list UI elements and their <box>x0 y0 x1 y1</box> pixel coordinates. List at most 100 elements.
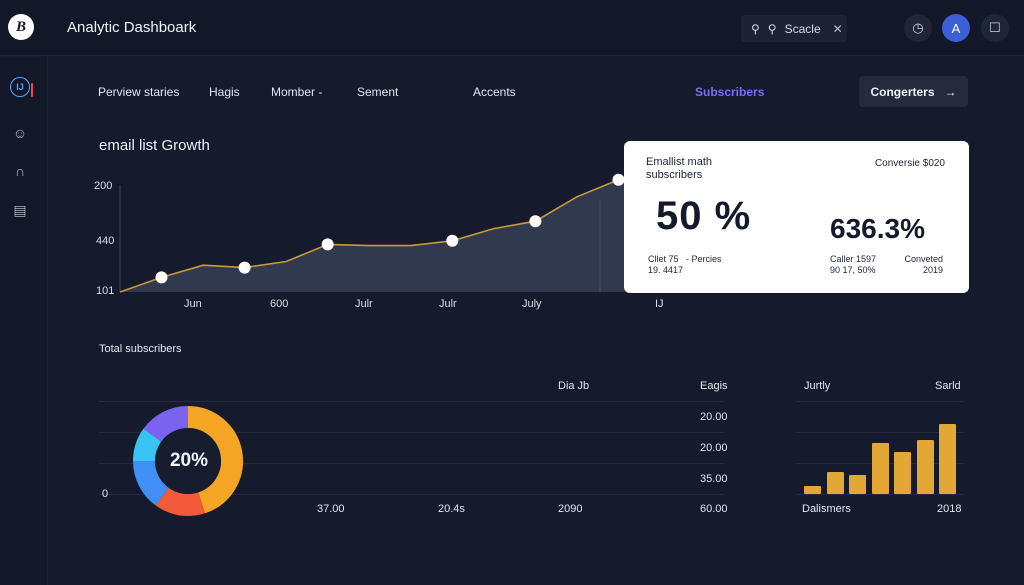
clipboard-icon: ☐ <box>989 20 1001 35</box>
row-value: 20.00 <box>700 442 728 454</box>
grid-line <box>99 401 724 402</box>
data-point-marker[interactable] <box>612 173 625 186</box>
donut-segment <box>155 487 205 516</box>
clipboard-icon[interactable]: ▤ <box>13 201 27 218</box>
data-point-marker[interactable] <box>529 215 542 228</box>
bar-chart-label: Sarld <box>935 380 961 392</box>
timer-button[interactable]: ◷ <box>904 14 932 42</box>
x-tick: 600 <box>270 298 289 310</box>
nav-overview[interactable]: Perview staries <box>98 85 180 99</box>
column-header: Dia Jb <box>558 380 590 392</box>
building-icon[interactable]: ∩ <box>14 163 26 179</box>
donut-segment <box>133 428 162 462</box>
nav-subscribers[interactable]: Subscribers <box>695 85 765 99</box>
sidebar: IJ ☺ ∩ ▤ <box>0 57 48 585</box>
donut-hole <box>155 428 221 494</box>
app-logo[interactable]: B <box>8 14 34 40</box>
card-stat-1: Cllet 75 - Percies 19. 4417 <box>648 254 722 276</box>
bar-chart-label: Dalismers <box>802 503 851 515</box>
growth-area <box>120 170 660 292</box>
data-point-marker[interactable] <box>446 234 459 247</box>
converters-label: Congerters <box>870 84 935 99</box>
donut-segment <box>143 406 189 443</box>
card-title-line1: Emallist math <box>646 156 713 168</box>
data-point-marker[interactable] <box>238 261 251 274</box>
x-tick: Julr <box>355 298 373 310</box>
row-value: 35.00 <box>700 473 728 485</box>
card-stat-3: Conveted 2019 <box>904 254 943 276</box>
donut-segment <box>133 460 170 506</box>
top-bar: B Analytic Dashboark ⚲ ⚲ Scacle ✕ ◷ A ☐ <box>0 0 1024 56</box>
growth-title: email list Growth <box>99 137 210 154</box>
bottom-value: 60.00 <box>700 503 728 515</box>
card-title: Emallist math subscribers <box>646 156 712 182</box>
x-tick: July <box>522 298 542 310</box>
grid-line <box>796 401 964 402</box>
bottom-value: 37.00 <box>317 503 345 515</box>
avatar[interactable]: A <box>942 14 970 42</box>
bottom-value: 20.4s <box>438 503 465 515</box>
card-stat-2-line2: 90 17, 50% <box>830 265 876 275</box>
data-point-marker[interactable] <box>155 271 168 284</box>
bar <box>826 472 844 494</box>
card-stat-1-line2: 19. 4417 <box>648 265 684 275</box>
x-tick: Jun <box>184 298 202 310</box>
bar <box>939 424 956 494</box>
nav-member[interactable]: Momber - <box>271 85 323 99</box>
clipboard-button[interactable]: ☐ <box>981 14 1009 42</box>
bar-chart-label: Jurtly <box>804 380 831 392</box>
app-title: Analytic Dashboark <box>67 19 197 36</box>
data-point-marker[interactable] <box>321 238 334 251</box>
bar-chart-label: 2018 <box>937 503 962 515</box>
search-text: Scacle <box>784 21 821 36</box>
column-header: Eagis <box>700 380 728 392</box>
donut-segment <box>187 406 243 514</box>
y-tick: 200 <box>94 180 113 192</box>
card-stat-3-line1: Conveted <box>904 254 943 264</box>
badge-icon[interactable]: IJ <box>10 77 30 97</box>
nav-hagis[interactable]: Hagis <box>209 85 240 99</box>
face-icon[interactable]: ☺ <box>12 125 28 141</box>
card-title-line2: subscribers <box>646 169 703 181</box>
clock-icon: ◷ <box>912 20 924 35</box>
search-icon: ⚲ <box>767 21 777 36</box>
zero-label: 0 <box>102 488 109 500</box>
converters-button[interactable]: Congerters → <box>859 76 968 107</box>
card-big-value-2: 636.3% <box>830 213 925 244</box>
grid-line <box>99 463 724 464</box>
bottom-value: 2090 <box>558 503 583 515</box>
grid-line <box>99 432 724 433</box>
x-tick: Julr <box>439 298 457 310</box>
nav-segment[interactable]: Sement <box>357 85 399 99</box>
search-input[interactable]: ⚲ ⚲ Scacle ✕ <box>741 15 847 42</box>
card-stat-3-line2: 2019 <box>922 265 943 275</box>
nav-accents[interactable]: Accents <box>473 85 516 99</box>
grid-line <box>99 494 724 495</box>
bar <box>894 452 911 494</box>
card-stat-2: Caller 1597 90 17, 50% <box>830 254 876 276</box>
card-big-value: 50 % <box>656 194 752 238</box>
subscribers-title: Total subscribers <box>99 343 182 355</box>
arrow-right-icon: → <box>944 84 957 99</box>
close-icon[interactable]: ✕ <box>832 21 843 36</box>
y-tick: 101 <box>96 285 115 297</box>
grid-line <box>796 494 964 495</box>
card-right-title: Conversie $020 <box>874 158 945 169</box>
grid-line <box>796 432 964 433</box>
bar <box>871 442 889 494</box>
y-tick: 440 <box>96 235 115 247</box>
bar <box>804 486 821 494</box>
x-tick: IJ <box>655 298 664 310</box>
bar <box>916 440 934 494</box>
donut-center-label: 20% <box>169 450 209 471</box>
row-value: 20.00 <box>700 411 728 423</box>
bar <box>849 474 866 494</box>
active-marker <box>31 83 33 97</box>
search-icon: ⚲ <box>751 21 760 36</box>
card-stat-1-line1: Cllet 75 - Percies <box>648 254 722 264</box>
stats-card: Emallist math subscribers Conversie $020… <box>624 141 969 293</box>
card-stat-2-line1: Caller 1597 <box>830 254 877 264</box>
growth-line <box>119 169 661 293</box>
